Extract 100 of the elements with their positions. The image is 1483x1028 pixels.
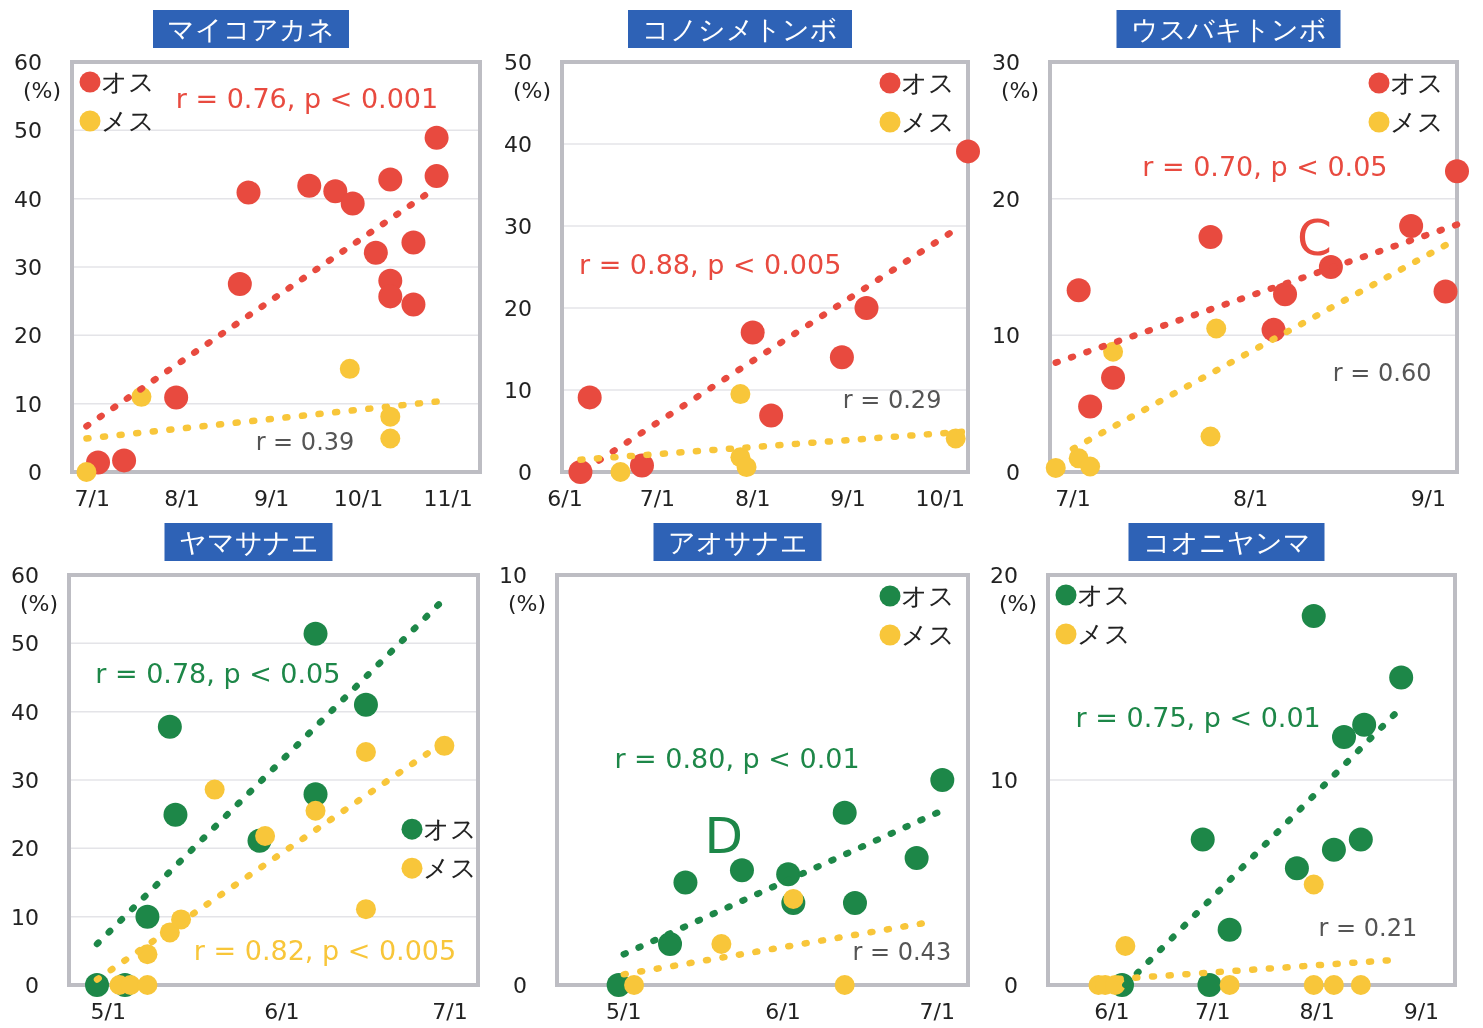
y-tick-label: 60	[11, 563, 39, 588]
point	[1190, 827, 1215, 852]
point	[1350, 975, 1371, 995]
y-tick-label: 10	[499, 563, 527, 588]
annotation: r = 0.70, p < 0.05	[1142, 150, 1388, 182]
point	[135, 904, 160, 929]
x-tick-label: 9/1	[253, 486, 290, 511]
point	[355, 741, 376, 762]
point	[380, 406, 401, 427]
y-tick-label: 0	[513, 973, 527, 998]
legend-label: メス	[101, 106, 155, 136]
point	[1198, 224, 1223, 249]
y-tick-label: 50	[14, 118, 42, 144]
point	[137, 975, 158, 995]
point	[1273, 282, 1298, 307]
point	[1115, 936, 1136, 957]
legend-label: オス	[1077, 580, 1131, 610]
point	[658, 932, 683, 956]
y-tick-label: 40	[504, 132, 532, 157]
x-tick-label: 7/1	[919, 999, 955, 1024]
point	[1080, 456, 1101, 477]
annotation: r = 0.21	[1318, 913, 1418, 942]
x-tick-label: 9/1	[830, 486, 866, 511]
chart-title: ヤマサナエ	[178, 527, 319, 558]
y-tick-label: 0	[1006, 460, 1020, 485]
y-tick-label: 10	[11, 904, 39, 930]
y-axis-title: (%)	[512, 78, 552, 103]
y-tick-label: 30	[14, 255, 42, 280]
annotation: D	[704, 806, 744, 865]
annotation: r = 0.75, p < 0.01	[1075, 702, 1321, 734]
chart-title: ウスバキトンボ	[1130, 14, 1327, 45]
annotation: r = 0.29	[842, 386, 942, 415]
point	[1219, 975, 1240, 995]
point	[1389, 665, 1414, 690]
point	[740, 320, 765, 345]
y-tick-label: 0	[25, 973, 39, 998]
point	[255, 826, 276, 847]
x-tick-label: 8/1	[1299, 999, 1335, 1024]
legend-label: メス	[423, 853, 477, 884]
point	[1197, 973, 1222, 997]
point	[353, 692, 378, 717]
point	[380, 428, 401, 449]
y-tick-label: 10	[992, 323, 1020, 349]
point	[297, 173, 322, 198]
point	[842, 891, 867, 915]
chart-title: コノシメトンボ	[642, 14, 838, 45]
point	[378, 167, 403, 192]
x-tick-label: 7/1	[74, 486, 110, 511]
legend-label: メス	[901, 107, 955, 137]
point	[227, 272, 252, 297]
x-tick-label: 6/1	[264, 999, 300, 1024]
legend-label: メス	[1390, 107, 1444, 137]
y-tick-label: 50	[11, 631, 39, 657]
point	[339, 358, 360, 379]
legend-label: メス	[1077, 619, 1131, 649]
point	[610, 462, 631, 482]
chart-title: マイコアカネ	[167, 14, 335, 45]
x-tick-label: 7/1	[639, 486, 676, 511]
y-axis-title: (%)	[998, 591, 1038, 616]
point	[401, 230, 426, 255]
x-tick-label: 7/1	[1195, 999, 1231, 1024]
point	[956, 139, 980, 164]
x-tick-label: 6/1	[547, 486, 583, 511]
point	[832, 800, 857, 825]
point	[904, 845, 929, 870]
point	[163, 802, 188, 827]
annotation: r = 0.80, p < 0.01	[614, 743, 860, 775]
x-tick-label: 10/1	[915, 486, 966, 511]
point	[323, 179, 348, 204]
point	[624, 975, 645, 995]
point	[164, 385, 189, 410]
y-tick-label: 20	[992, 186, 1020, 212]
point	[1103, 341, 1124, 362]
x-tick-label: 9/1	[1410, 486, 1447, 511]
legend-label: オス	[901, 68, 955, 98]
y-tick-label: 0	[518, 460, 532, 485]
point	[1066, 278, 1091, 303]
point	[1284, 856, 1309, 881]
annotation: C	[1297, 208, 1333, 267]
point	[1101, 365, 1126, 390]
point	[1445, 159, 1469, 184]
point	[1352, 712, 1377, 737]
point	[1045, 457, 1066, 478]
y-axis-title: (%)	[1000, 78, 1040, 103]
y-tick-label: 0	[1004, 973, 1018, 998]
point	[1348, 827, 1373, 852]
point	[1303, 975, 1324, 995]
y-tick-label: 10	[14, 391, 42, 417]
y-tick-label: 40	[14, 186, 42, 212]
legend-label: メス	[901, 620, 955, 650]
y-tick-label: 30	[504, 214, 532, 239]
point	[424, 164, 449, 189]
y-axis-title: (%)	[19, 591, 59, 616]
chart-title: コオニヤンマ	[1142, 527, 1311, 558]
x-tick-label: 7/1	[1055, 486, 1091, 511]
point	[1301, 604, 1326, 628]
point	[204, 779, 225, 800]
annotation: r = 0.82, p < 0.005	[193, 934, 457, 966]
point	[303, 621, 328, 646]
legend-label: オス	[101, 67, 155, 97]
